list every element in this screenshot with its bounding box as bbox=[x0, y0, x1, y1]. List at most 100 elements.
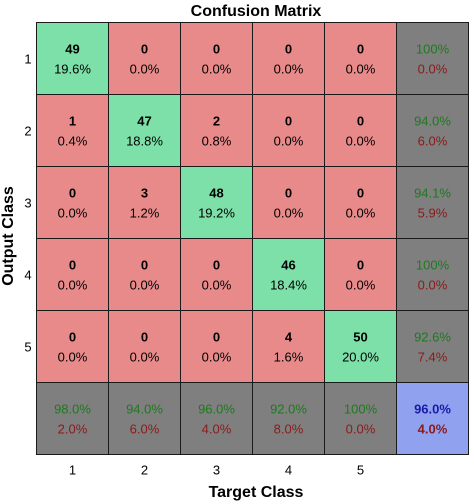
off-diagonal-cell: 4 1.6% bbox=[252, 310, 325, 383]
cell-count-value: 0 bbox=[141, 258, 148, 273]
cell-count-value: 47 bbox=[137, 114, 151, 129]
column-correct-rate: 98.0% bbox=[54, 402, 91, 417]
off-diagonal-cell-background bbox=[252, 22, 325, 95]
off-diagonal-cell: 0 0.0% bbox=[180, 310, 253, 383]
cell-count-value: 0 bbox=[357, 258, 364, 273]
y-axis-label: Output Class bbox=[0, 186, 17, 286]
x-tick-label: 3 bbox=[213, 463, 220, 478]
row-correct-rate: 94.0% bbox=[414, 114, 451, 129]
overall-correct-rate: 96.0% bbox=[414, 402, 451, 417]
cell-percent-value: 0.0% bbox=[130, 350, 160, 365]
off-diagonal-cell: 0 0.0% bbox=[324, 22, 397, 95]
column-summary-cell: 96.0% 4.0% bbox=[180, 382, 253, 455]
row-summary-cell: 100% 0.0% bbox=[396, 238, 469, 311]
overall-error-rate: 4.0% bbox=[418, 422, 448, 437]
row-summary-cell-background bbox=[396, 166, 469, 239]
column-summary-cell-background bbox=[324, 382, 397, 455]
off-diagonal-cell-background bbox=[180, 94, 253, 167]
off-diagonal-cell: 0 0.0% bbox=[180, 238, 253, 311]
off-diagonal-cell-background bbox=[180, 238, 253, 311]
column-error-rate: 8.0% bbox=[274, 422, 304, 437]
off-diagonal-cell-background bbox=[108, 166, 181, 239]
diagonal-cell-background bbox=[180, 166, 253, 239]
x-axis-label: Target Class bbox=[209, 484, 304, 501]
overall-accuracy-cell: 96.0% 4.0% bbox=[396, 382, 469, 455]
cell-count-value: 0 bbox=[213, 258, 220, 273]
cell-percent-value: 20.0% bbox=[342, 350, 379, 365]
cell-count-value: 0 bbox=[285, 42, 292, 57]
row-correct-rate: 92.6% bbox=[414, 330, 451, 345]
cell-percent-value: 0.0% bbox=[346, 134, 376, 149]
column-summary-cell: 92.0% 8.0% bbox=[252, 382, 325, 455]
cell-percent-value: 1.2% bbox=[130, 206, 160, 221]
cell-percent-value: 1.6% bbox=[274, 350, 304, 365]
off-diagonal-cell: 0 0.0% bbox=[324, 94, 397, 167]
column-error-rate: 6.0% bbox=[130, 422, 160, 437]
diagonal-cell: 48 19.2% bbox=[180, 166, 253, 239]
row-error-rate: 0.0% bbox=[418, 62, 448, 77]
column-summary-cell: 98.0% 2.0% bbox=[36, 382, 109, 455]
off-diagonal-cell: 0 0.0% bbox=[108, 310, 181, 383]
diagonal-cell-background bbox=[252, 238, 325, 311]
row-correct-rate: 100% bbox=[416, 258, 450, 273]
cell-count-value: 0 bbox=[141, 42, 148, 57]
column-correct-rate: 94.0% bbox=[126, 402, 163, 417]
column-error-rate: 2.0% bbox=[58, 422, 88, 437]
y-tick-label: 2 bbox=[24, 124, 31, 139]
cell-percent-value: 0.0% bbox=[274, 134, 304, 149]
row-summary-cell: 94.1% 5.9% bbox=[396, 166, 469, 239]
column-error-rate: 4.0% bbox=[202, 422, 232, 437]
off-diagonal-cell-background bbox=[36, 310, 109, 383]
x-tick-label: 4 bbox=[285, 463, 292, 478]
cell-count-value: 0 bbox=[141, 330, 148, 345]
row-error-rate: 7.4% bbox=[418, 350, 448, 365]
cell-percent-value: 0.0% bbox=[58, 278, 88, 293]
off-diagonal-cell-background bbox=[36, 238, 109, 311]
cell-count-value: 0 bbox=[357, 186, 364, 201]
diagonal-cell-background bbox=[108, 94, 181, 167]
x-tick-labels: 1 2 3 4 5 bbox=[69, 463, 364, 478]
row-correct-rate: 100% bbox=[416, 42, 450, 57]
column-summary-cell: 100% 0.0% bbox=[324, 382, 397, 455]
row-error-rate: 5.9% bbox=[418, 206, 448, 221]
diagonal-cell: 50 20.0% bbox=[324, 310, 397, 383]
off-diagonal-cell-background bbox=[180, 22, 253, 95]
cell-count-value: 0 bbox=[357, 114, 364, 129]
y-tick-label: 3 bbox=[24, 196, 31, 211]
off-diagonal-cell-background bbox=[324, 166, 397, 239]
y-tick-labels: 1 2 3 4 5 bbox=[24, 52, 31, 355]
off-diagonal-cell: 0 0.0% bbox=[252, 94, 325, 167]
cell-percent-value: 0.0% bbox=[346, 62, 376, 77]
diagonal-cell: 47 18.8% bbox=[108, 94, 181, 167]
cell-count-value: 1 bbox=[69, 114, 76, 129]
x-tick-label: 1 bbox=[69, 463, 76, 478]
cell-percent-value: 19.6% bbox=[54, 62, 91, 77]
off-diagonal-cell-background bbox=[36, 94, 109, 167]
cell-percent-value: 0.0% bbox=[58, 350, 88, 365]
off-diagonal-cell: 0 0.0% bbox=[36, 166, 109, 239]
cell-count-value: 0 bbox=[213, 330, 220, 345]
off-diagonal-cell-background bbox=[108, 22, 181, 95]
cell-percent-value: 0.0% bbox=[274, 206, 304, 221]
cell-count-value: 0 bbox=[69, 330, 76, 345]
off-diagonal-cell: 0 0.0% bbox=[36, 238, 109, 311]
diagonal-cell-background bbox=[324, 310, 397, 383]
off-diagonal-cell: 0 0.0% bbox=[180, 22, 253, 95]
cell-count-value: 0 bbox=[285, 114, 292, 129]
chart-title: Confusion Matrix bbox=[191, 3, 322, 20]
off-diagonal-cell-background bbox=[324, 94, 397, 167]
cell-count-value: 0 bbox=[69, 186, 76, 201]
column-summary-cell-background bbox=[180, 382, 253, 455]
cell-percent-value: 19.2% bbox=[198, 206, 235, 221]
cell-count-value: 0 bbox=[285, 186, 292, 201]
y-tick-label: 1 bbox=[24, 52, 31, 67]
x-tick-label: 5 bbox=[357, 463, 364, 478]
cell-count-value: 0 bbox=[69, 258, 76, 273]
row-summary-cell-background bbox=[396, 94, 469, 167]
cell-count-value: 50 bbox=[353, 330, 367, 345]
row-summary-cell: 100% 0.0% bbox=[396, 22, 469, 95]
column-summary-cell-background bbox=[108, 382, 181, 455]
diagonal-cell-background bbox=[36, 22, 109, 95]
off-diagonal-cell: 0 0.0% bbox=[36, 310, 109, 383]
